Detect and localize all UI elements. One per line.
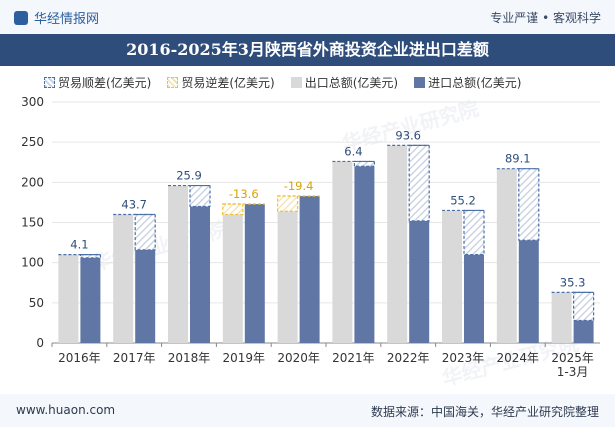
balance-data-label: 25.9: [176, 169, 202, 183]
legend-export-swatch-icon: [290, 77, 302, 88]
balance-data-label: 43.7: [121, 197, 147, 211]
x-tick-label: 2019年: [223, 351, 266, 365]
balance-data-label: 55.2: [450, 193, 476, 207]
legend-export: 出口总额(亿美元): [290, 74, 399, 91]
x-tick-label: 2021年: [332, 351, 375, 365]
balance-data-label: 35.3: [560, 275, 586, 289]
y-tick-label: 0: [36, 336, 44, 350]
legend-surplus: 贸易顺差(亿美元): [44, 74, 151, 91]
export-bar: [113, 214, 134, 343]
import-bar: [409, 220, 430, 343]
brand: 华经情报网: [14, 8, 99, 27]
import-bar: [573, 320, 594, 343]
chart-area: 0 50 100 150 200 250 300 2016年 2017年 2018年 2019年 20…: [21, 95, 600, 379]
chart-title: 2016-2025年3月陕西省外商投资企业进出口差额: [0, 34, 615, 66]
footer-source: 数据来源：中国海关，华经产业研究院整理: [370, 405, 599, 419]
surplus-bar: [518, 168, 540, 241]
import-bar: [518, 240, 539, 343]
import-bar: [190, 206, 210, 343]
brand-logo-icon: [14, 10, 28, 25]
legend-surplus-label: 贸易顺差(亿美元): [58, 76, 152, 90]
import-bar: [80, 257, 101, 343]
export-bar: [277, 211, 298, 343]
y-tick-label: 50: [29, 296, 44, 310]
balance-data-label: 93.6: [395, 128, 421, 142]
y-tick-label: 300: [21, 95, 44, 109]
legend-deficit-swatch-icon: [167, 77, 179, 88]
surplus-bar: [189, 184, 211, 208]
x-tick-label: 2018年: [168, 351, 211, 365]
top-bar: 华经情报网 专业严谨 • 客观科学: [0, 0, 615, 34]
legend-deficit: 贸易逆差(亿美元): [167, 74, 275, 91]
y-tick-label: 100: [21, 256, 44, 270]
balance-data-label: -13.6: [229, 187, 259, 201]
export-bar: [387, 145, 408, 343]
deficit-bar: [222, 203, 244, 216]
y-tick-label: 250: [21, 135, 44, 149]
x-tick-label: 2024年: [497, 351, 540, 365]
balance-data-label: 4.1: [70, 238, 88, 252]
x-tick-label: 2016年: [58, 351, 101, 365]
legend: 贸易顺差(亿美元) 贸易逆差(亿美元) 出口总额(亿美元) 进口总额(亿美元): [44, 74, 522, 91]
slogan: 专业严谨 • 客观科学: [490, 11, 601, 25]
import-bar: [299, 195, 320, 343]
balance-data-label: 6.4: [344, 144, 362, 158]
import-bar: [244, 204, 265, 343]
import-bar: [464, 254, 484, 343]
legend-surplus-swatch-icon: [44, 77, 55, 88]
import-bar: [354, 166, 375, 343]
export-bar: [442, 210, 462, 343]
x-tick-label: 2025年: [551, 351, 594, 365]
surplus-bar: [572, 291, 595, 322]
x-tick-label: 1-3月: [557, 365, 589, 379]
balance-data-label: -19.4: [284, 179, 314, 193]
legend-export-label: 出口总额(亿美元): [304, 76, 399, 90]
x-tick-label: 2023年: [442, 351, 485, 365]
legend-deficit-label: 贸易逆差(亿美元): [181, 76, 275, 90]
deficit-bar: [277, 195, 299, 212]
export-bar: [168, 185, 188, 343]
legend-import-swatch-icon: [414, 77, 426, 88]
legend-import: 进口总额(亿美元): [414, 74, 522, 91]
brand-name: 华经情报网: [34, 12, 100, 27]
surplus-bar: [134, 213, 156, 251]
x-tick-label: 2022年: [387, 351, 430, 365]
export-bar: [222, 214, 243, 343]
export-bar: [58, 254, 79, 343]
legend-import-label: 进口总额(亿美元): [428, 76, 522, 90]
export-bar: [332, 161, 353, 343]
y-tick-label: 200: [21, 175, 44, 189]
balance-data-label: 89.1: [505, 152, 531, 166]
footer-site-link[interactable]: www.huaon.com: [16, 403, 116, 417]
import-bar: [135, 249, 156, 343]
export-bar: [551, 292, 572, 343]
y-tick-label: 150: [21, 216, 44, 230]
x-tick-label: 2020年: [277, 351, 320, 365]
surplus-bar: [463, 209, 485, 256]
footer: www.huaon.com 数据来源：中国海关，华经产业研究院整理: [0, 394, 615, 427]
surplus-bar: [408, 144, 430, 222]
export-bar: [496, 168, 517, 343]
surplus-bar: [353, 160, 375, 167]
x-tick-label: 2017年: [113, 351, 156, 365]
